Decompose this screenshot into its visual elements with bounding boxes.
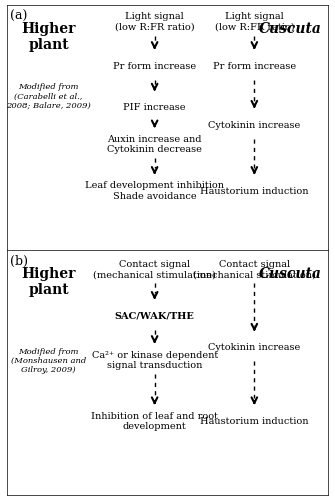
Text: Auxin increase and
Cytokinin decrease: Auxin increase and Cytokinin decrease (107, 135, 202, 154)
Text: (a): (a) (10, 10, 27, 23)
Text: PIF increase: PIF increase (123, 104, 186, 112)
Text: Contact signal
(mechanical stimulation): Contact signal (mechanical stimulation) (93, 260, 216, 280)
Text: Higher
plant: Higher plant (21, 22, 76, 52)
Text: Pr form increase: Pr form increase (213, 62, 296, 70)
Text: Cytokinin increase: Cytokinin increase (208, 120, 300, 130)
Text: Cuscuta: Cuscuta (259, 267, 322, 281)
Text: Light signal
(low R:FR ratio): Light signal (low R:FR ratio) (214, 12, 294, 32)
Text: Haustorium induction: Haustorium induction (200, 417, 309, 426)
Text: Pr form increase: Pr form increase (113, 62, 196, 70)
Text: Cytokinin increase: Cytokinin increase (208, 344, 300, 352)
Text: Leaf development inhibition
Shade avoidance: Leaf development inhibition Shade avoida… (85, 182, 224, 201)
Text: Cuscuta: Cuscuta (259, 22, 322, 36)
Text: Contact signal
(mechanical stimulation): Contact signal (mechanical stimulation) (193, 260, 316, 280)
Text: Modified from
(Monshausen and
Gilroy, 2009): Modified from (Monshausen and Gilroy, 20… (11, 348, 86, 374)
Text: Inhibition of leaf and root
development: Inhibition of leaf and root development (91, 412, 218, 431)
Text: Haustorium induction: Haustorium induction (200, 186, 309, 196)
Text: Modified from
(Carabelli et al.,
2008; Balare, 2009): Modified from (Carabelli et al., 2008; B… (6, 84, 91, 110)
Text: Ca²⁺ or kinase dependent
signal transduction: Ca²⁺ or kinase dependent signal transduc… (91, 350, 218, 370)
Text: Light signal
(low R:FR ratio): Light signal (low R:FR ratio) (115, 12, 194, 32)
Text: Higher
plant: Higher plant (21, 267, 76, 298)
Text: SAC/WAK/THE: SAC/WAK/THE (115, 312, 195, 320)
Text: (b): (b) (10, 255, 28, 268)
